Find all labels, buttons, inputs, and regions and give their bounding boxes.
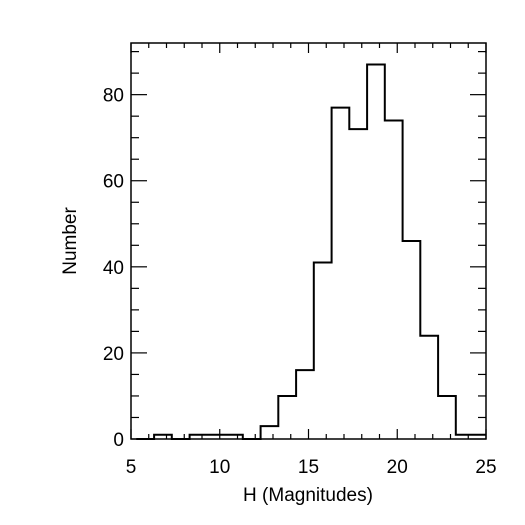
- x-axis-label: H (Magnitudes): [243, 485, 373, 506]
- y-tick-label: 80: [103, 86, 124, 107]
- x-tick-labels: 5 10 15 20 25: [126, 457, 497, 478]
- x-tick-label: 25: [475, 457, 496, 478]
- x-tick-label: 15: [298, 457, 319, 478]
- tick-marks: [130, 43, 487, 440]
- y-tick-label: 0: [113, 430, 124, 451]
- x-tick-label: 20: [387, 457, 408, 478]
- plot-frame: [130, 42, 487, 440]
- y-tick-label: 20: [103, 344, 124, 365]
- y-axis-label: Number: [60, 207, 81, 275]
- y-tick-label: 40: [103, 258, 124, 279]
- x-tick-label: 10: [209, 457, 230, 478]
- y-tick-label: 60: [103, 172, 124, 193]
- y-tick-labels: 0 20 40 60 80: [103, 86, 124, 451]
- histogram-step-line: [136, 63, 486, 440]
- x-tick-label: 5: [126, 457, 137, 478]
